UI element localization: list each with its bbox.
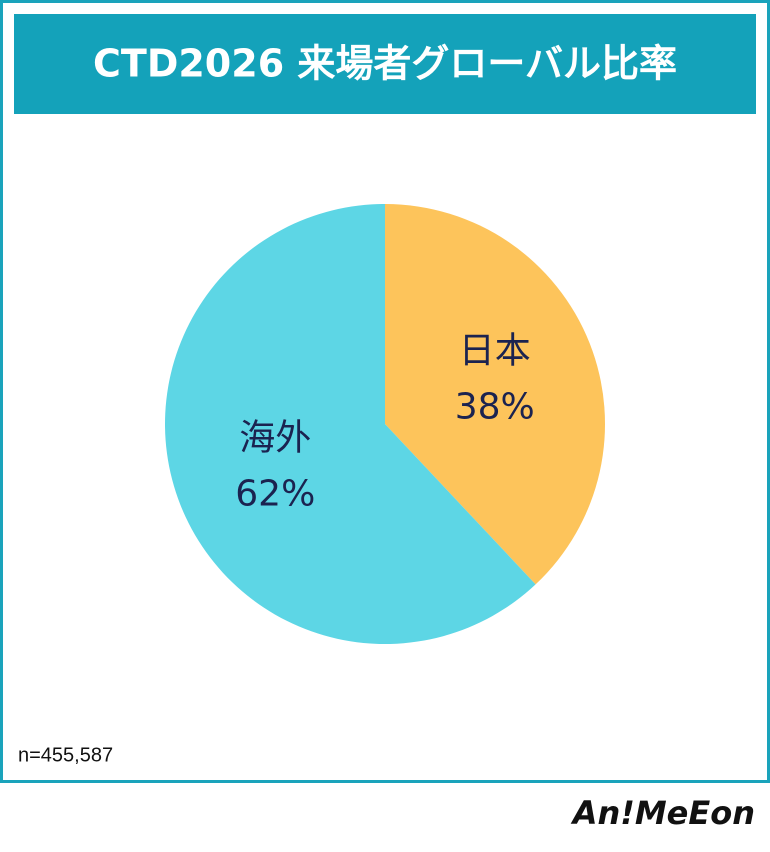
pie-slice: [165, 204, 536, 644]
slice-label: 日本: [459, 331, 531, 372]
chart-title: CTD2026 来場者グローバル比率: [93, 42, 677, 86]
title-banner: [14, 14, 756, 114]
value-label: 38%: [455, 387, 535, 428]
brand-logo: An!MeEon: [570, 794, 755, 832]
value-label: 62%: [235, 473, 315, 514]
sample-note: n=455,587: [18, 744, 113, 766]
pie-slice: [385, 204, 605, 585]
slice-label: 海外: [239, 417, 311, 458]
